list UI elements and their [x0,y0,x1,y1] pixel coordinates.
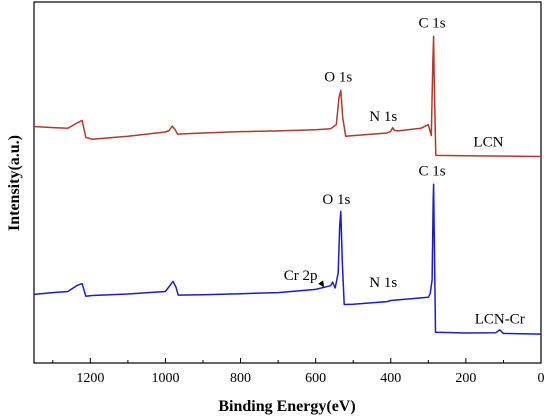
annotation-arrowhead [318,280,324,288]
x-axis-label: Binding Energy(eV) [218,398,355,415]
x-tick-label: 800 [230,371,251,386]
x-tick-label: 400 [380,371,401,386]
peak-label: N 1s [369,109,397,125]
series-layer [33,35,542,335]
x-tick-label: 0 [538,371,545,386]
x-tick-label: 1200 [76,371,104,386]
peak-label: O 1s [322,192,350,208]
peak-label: O 1s [324,69,352,85]
peak-label: C 1s [419,15,446,31]
y-axis-label: Intensity(a.u.) [6,135,23,231]
series-line-lcn-cr [33,183,542,335]
x-tick-label: 600 [305,371,326,386]
series-line-lcn [33,35,542,158]
annotation-layer: C 1s O 1s N 1s LCN C 1s O 1s N 1s LCN-Cr Cr 2p [284,15,525,327]
plot-frame [33,1,542,364]
peak-label: LCN [473,134,503,150]
peak-label: C 1s [419,163,446,179]
x-tick-label: 1000 [151,371,179,386]
x-axis-ticks: 1200 1000 800 600 400 200 0 [52,358,545,386]
x-tick-label: 200 [455,371,476,386]
peak-label: LCN-Cr [475,311,525,327]
peak-label: Cr 2p [284,268,318,284]
peak-label: N 1s [369,275,397,291]
